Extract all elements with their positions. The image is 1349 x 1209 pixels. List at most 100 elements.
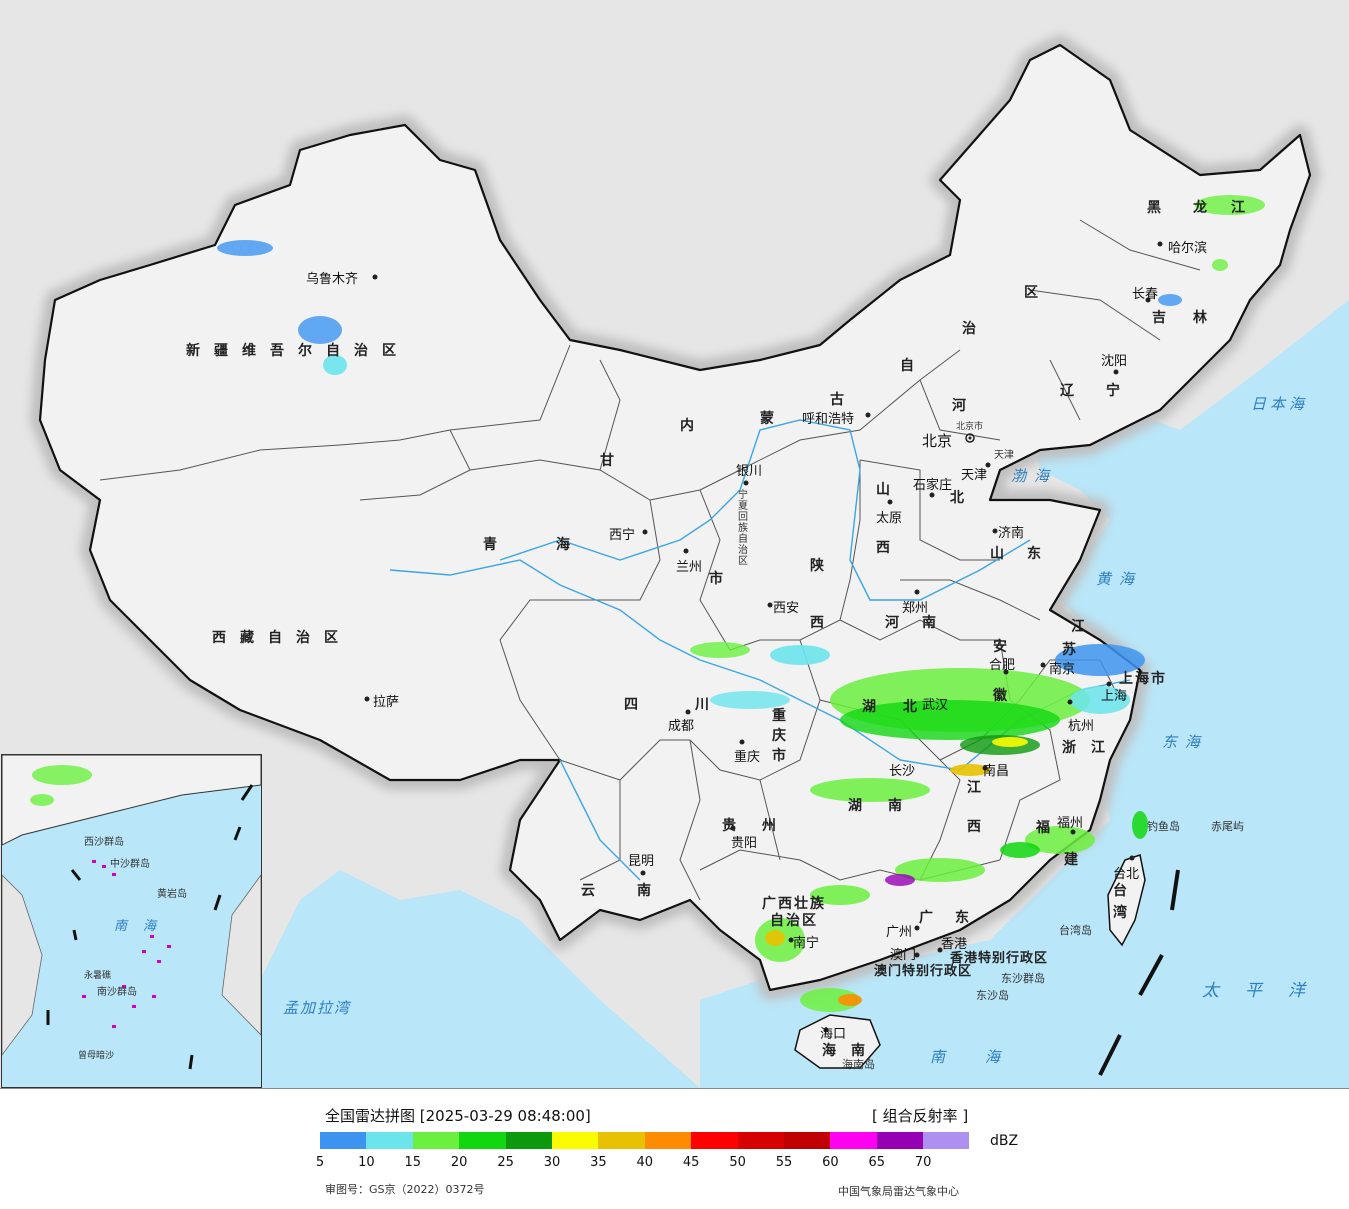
legend-panel: 全国雷达拼图 [2025-03-29 08:48:00] [ 组合反射率 ] d… <box>0 1088 1349 1209</box>
city-kunming: 昆明 <box>628 854 655 869</box>
label-heilongjiang-2: 龙 <box>1193 200 1221 216</box>
label-heilongjiang-1: 黑 <box>1147 200 1175 216</box>
scale-tick-label: 35 <box>590 1155 607 1170</box>
label-qinghai-1: 青 <box>483 537 511 553</box>
inset-yongshu: 永暑礁 <box>84 971 112 981</box>
label-neimeng-4: 自 <box>900 358 928 374</box>
island-taiwan: 台湾岛 <box>1059 924 1092 937</box>
scale-segment <box>691 1132 738 1149</box>
south-china-sea-inset: 南海 西沙群岛 中沙群岛 黄岩岛 南沙群岛 曾母暗沙 永暑礁 <box>1 754 262 1088</box>
city-chengdu: 成都 <box>668 719 695 734</box>
label-neimeng-5: 治 <box>962 321 990 337</box>
scale-tick-label: 55 <box>775 1155 793 1170</box>
sea-bohai: 渤海 <box>1011 467 1058 485</box>
label-hubei-2: 北 <box>903 699 931 715</box>
scale-segment <box>923 1132 970 1149</box>
label-liaoning-1: 辽 <box>1060 383 1088 399</box>
taiwan-island <box>1107 854 1146 947</box>
scale-tick-label: 60 <box>822 1155 839 1170</box>
city-hangzhou: 杭州 <box>1068 719 1095 734</box>
label-shanxi-1: 山 <box>876 482 904 498</box>
sea-donghai: 东海 <box>1162 733 1209 751</box>
scale-tick-label: 65 <box>868 1155 886 1170</box>
label-zhejiang-1: 浙 <box>1062 740 1090 756</box>
label-macau: 澳门特别行政区 <box>874 964 973 979</box>
hainan-island <box>794 1014 881 1069</box>
label-shanxi-2: 西 <box>876 540 904 556</box>
label-jiangxi-1: 江 <box>967 780 995 796</box>
scale-segment <box>876 1132 924 1149</box>
legend-unit: dBZ <box>990 1133 1019 1149</box>
label-neimeng-6: 区 <box>1024 285 1052 301</box>
island-dongsha-dao: 东沙岛 <box>976 989 1009 1002</box>
scale-segment <box>366 1132 413 1149</box>
east-sea-area <box>700 300 1349 1088</box>
city-hefei: 合肥 <box>989 658 1016 673</box>
scale-tick-label: 5 <box>315 1155 325 1170</box>
label-neimeng-3: 古 <box>830 392 858 408</box>
label-yunnan-1: 云 <box>581 883 609 899</box>
city-lanzhou: 兰州 <box>676 560 703 575</box>
city-yinchuan: 银川 <box>736 464 763 479</box>
label-sichuan-1: 四 <box>624 697 652 713</box>
sea-mengjiala: 孟加拉湾 <box>283 999 352 1017</box>
label-hebei-2: 北 <box>950 490 978 506</box>
color-scale <box>320 1132 970 1149</box>
scale-tick-label: 50 <box>729 1155 746 1170</box>
label-xizang: 西藏自治区 <box>212 630 352 646</box>
approval-number: 审图号：GS京（2022）0372号 <box>325 1183 485 1196</box>
city-zhengzhou: 郑州 <box>902 601 929 616</box>
city-shenyang: 沈阳 <box>1101 354 1128 369</box>
label-jiangsu-2: 苏 <box>1062 642 1090 658</box>
scale-segment <box>412 1132 460 1149</box>
label-neimeng-1: 内 <box>680 418 708 434</box>
inset-xisha: 西沙群岛 <box>84 837 124 848</box>
scale-segment <box>783 1132 831 1149</box>
label-guangdong-1: 广 <box>919 910 947 926</box>
city-jinan: 济南 <box>998 526 1025 541</box>
china-radar-map[interactable]: 新疆维吾尔自治区 西藏自治区 青 海 甘 市 四 川 云 南 贵 州 内 蒙 古… <box>0 0 1349 1088</box>
label-heilongjiang-3: 江 <box>1231 200 1259 216</box>
label-hebei-1: 河 <box>952 398 980 414</box>
city-nanchang: 南昌 <box>983 764 1010 779</box>
city-taibei: 台北 <box>1113 867 1140 882</box>
label-hongkong: 香港特别行政区 <box>950 951 1049 966</box>
issuer: 中国气象局雷达气象中心 <box>838 1185 959 1198</box>
city-chongqing: 重庆 <box>734 750 761 765</box>
scale-segment <box>830 1132 877 1149</box>
label-jilin-2: 林 <box>1193 310 1221 326</box>
label-anhui-2: 徽 <box>993 688 1021 704</box>
city-fuzhou: 福州 <box>1057 816 1084 831</box>
island-hainan: 海南岛 <box>842 1058 875 1071</box>
city-xining: 西宁 <box>609 528 636 543</box>
label-taiwan-2: 湾 <box>1113 905 1141 921</box>
city-changchun: 长春 <box>1132 287 1159 302</box>
sea-taipingyang: 太平洋 <box>1202 981 1331 1001</box>
label-gansu-shi: 市 <box>709 571 737 587</box>
scale-tick-label: 15 <box>404 1155 422 1170</box>
label-neimeng-2: 蒙 <box>760 411 788 427</box>
city-nanjing: 南京 <box>1049 662 1076 677</box>
city-nanning: 南宁 <box>793 936 820 951</box>
city-haikou: 海口 <box>820 1027 847 1042</box>
label-jilin-1: 吉 <box>1152 310 1180 326</box>
scale-tick-label: 10 <box>358 1155 375 1170</box>
city-taiyuan: 太原 <box>876 511 903 526</box>
city-hohhot: 呼和浩特 <box>802 412 855 427</box>
island-chiwei: 赤尾屿 <box>1211 820 1244 833</box>
label-qinghai-2: 海 <box>556 537 584 553</box>
label-zhejiang-2: 江 <box>1091 740 1119 756</box>
label-xinjiang: 新疆维吾尔自治区 <box>186 343 410 359</box>
inset-nansha: 南沙群岛 <box>97 987 137 998</box>
label-hubei-1: 湖 <box>862 699 890 715</box>
label-fujian-2: 建 <box>1064 852 1092 868</box>
label-taiwan-1: 台 <box>1113 883 1141 899</box>
radar-echoes <box>217 195 1265 1012</box>
label-yunnan-2: 南 <box>637 883 665 899</box>
inset-zhongsha: 中沙群岛 <box>110 859 150 870</box>
city-wuhan: 武汉 <box>922 698 949 713</box>
city-tianjin: 天津 <box>961 468 988 483</box>
label-guizhou-1: 贵 <box>722 818 750 834</box>
label-hunan-1: 湖 <box>848 798 876 814</box>
label-hainan-1: 海 <box>822 1043 850 1059</box>
